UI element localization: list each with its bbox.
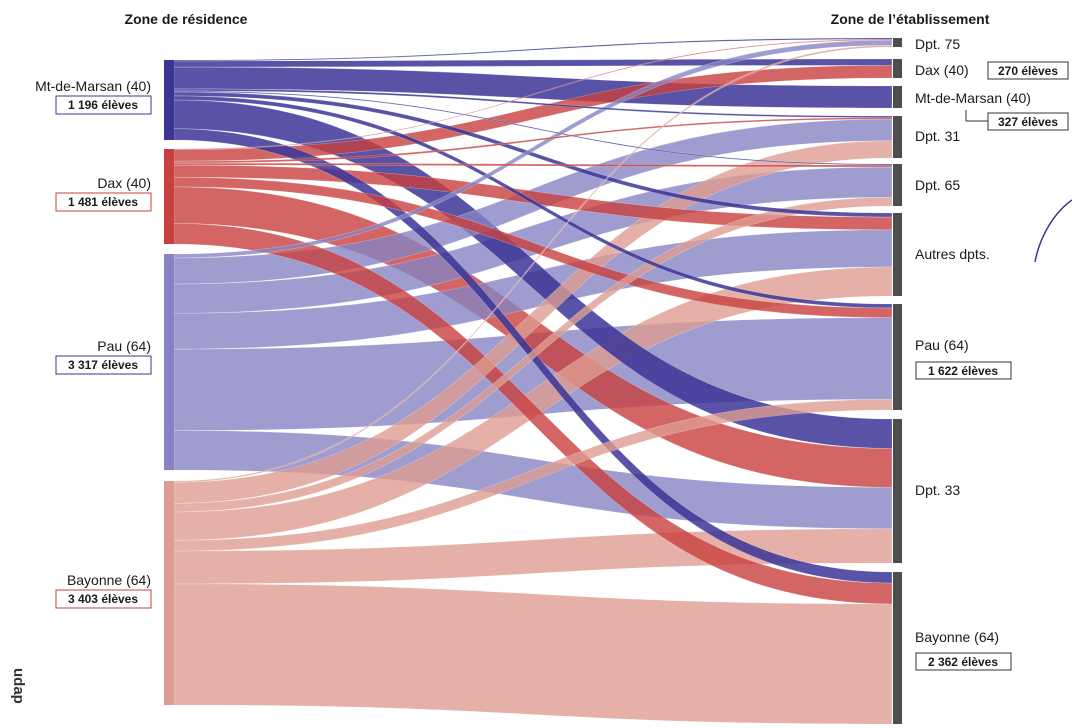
node-layer (164, 38, 902, 724)
source-count-box-bay (55, 589, 152, 609)
target-count-mont: 327 élèves (998, 115, 1058, 129)
source-count-box-mont (55, 95, 152, 115)
brand-logo-text: udap (10, 668, 27, 704)
source-count-dax: 1 481 élèves (68, 195, 138, 209)
source-node-mont (164, 60, 174, 140)
target-node-d33 (893, 419, 902, 563)
target-count-box-pau (915, 361, 1012, 380)
target-node-d65 (893, 164, 902, 206)
flow-dax-to-d31 (173, 117, 893, 164)
flow-mont-to-autres (173, 91, 893, 218)
target-node-bay (893, 572, 902, 724)
target-label-mont: Mt-de-Marsan (40) (915, 90, 1031, 106)
flow-mont-to-d31 (173, 88, 893, 118)
source-label-bay: Bayonne (64) (67, 572, 151, 588)
target-count-box-dax (987, 61, 1069, 80)
flow-dax-to-pau (173, 176, 893, 319)
flow-bay-to-pau (173, 399, 893, 552)
flow-dax-to-d75 (173, 38, 893, 150)
source-count-box-pau (55, 355, 152, 375)
flow-dax-to-d65 (173, 162, 893, 168)
leader-line-mont (965, 110, 988, 122)
source-count-pau: 3 317 élèves (68, 358, 138, 372)
target-node-autres (893, 213, 902, 296)
flow-bay-to-bay (173, 583, 893, 725)
source-node-dax (164, 149, 174, 244)
target-node-d75 (893, 38, 902, 47)
target-node-pau (893, 304, 902, 410)
source-label-dax: Dax (40) (97, 175, 151, 191)
source-count-bay: 3 403 élèves (68, 592, 138, 606)
target-count-pau: 1 622 élèves (928, 364, 998, 378)
target-label-dax: Dax (40) (915, 62, 969, 78)
target-label-autres: Autres dpts. (915, 246, 990, 262)
target-label-bay: Bayonne (64) (915, 629, 999, 645)
flow-mont-to-d75 (173, 37, 893, 62)
target-label-d31: Dpt. 31 (915, 128, 960, 144)
label-layer: Zone de résidence Zone de l’établissemen… (10, 11, 1069, 704)
target-label-d65: Dpt. 65 (915, 177, 960, 193)
source-label-pau: Pau (64) (97, 338, 151, 354)
flow-mont-to-mont (173, 66, 893, 109)
target-label-pau: Pau (64) (915, 337, 969, 353)
source-count-box-dax (55, 192, 152, 212)
flow-bay-to-d33 (173, 528, 893, 585)
flow-mont-to-d65 (173, 90, 893, 166)
flow-layer (173, 37, 893, 725)
target-node-dax (893, 59, 902, 78)
target-label-d33: Dpt. 33 (915, 482, 960, 498)
decorative-curve (1034, 199, 1072, 263)
source-node-bay (164, 481, 174, 705)
flow-bay-to-d31 (173, 140, 893, 504)
source-node-pau (164, 254, 174, 470)
target-node-mont (893, 86, 902, 108)
target-label-d75: Dpt. 75 (915, 36, 960, 52)
target-count-bay: 2 362 élèves (928, 655, 998, 669)
target-count-dax: 270 élèves (998, 64, 1058, 78)
flow-pau-to-d75 (173, 39, 893, 259)
left-column-title: Zone de résidence (125, 11, 248, 27)
target-node-d31 (893, 116, 902, 158)
right-column-title: Zone de l’établissement (831, 11, 990, 27)
target-count-box-bay (915, 652, 1012, 671)
source-label-mont: Mt-de-Marsan (40) (35, 78, 151, 94)
source-count-mont: 1 196 élèves (68, 98, 138, 112)
flow-bay-to-d65 (173, 196, 893, 513)
flow-bay-to-d75 (173, 44, 893, 483)
flow-dax-to-bay (173, 223, 893, 605)
